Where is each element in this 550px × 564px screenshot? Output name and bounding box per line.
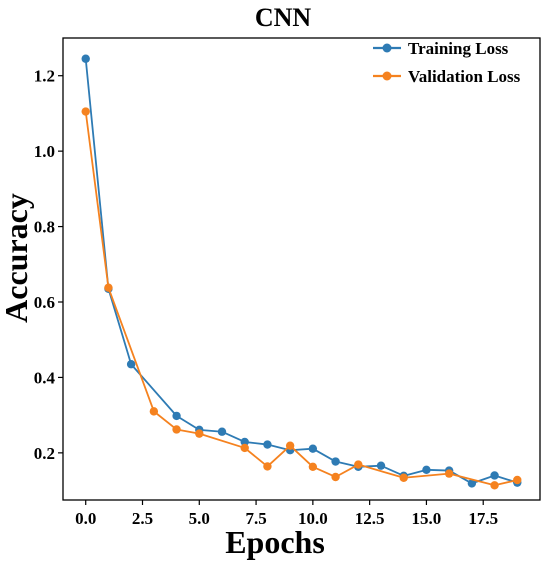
data-point-validation-loss: [331, 472, 340, 482]
series-line-validation-loss: [84, 111, 518, 487]
y-tick-label: 0.8: [34, 218, 55, 237]
data-point-validation-loss: [240, 443, 249, 453]
legend-label: Validation Loss: [408, 67, 521, 86]
legend-item-training-loss: Training Loss: [373, 39, 509, 58]
data-point-training-loss: [240, 437, 249, 447]
data-point-training-loss: [81, 54, 90, 63]
y-axis-label: Accuracy: [0, 193, 34, 323]
data-point-training-loss: [490, 471, 499, 480]
x-tick-label: 12.5: [355, 509, 385, 528]
x-tick-label: 7.5: [245, 509, 266, 528]
legend: Training Loss Validation Loss: [373, 39, 521, 86]
x-tick-label: 5.0: [189, 509, 210, 528]
series-line-training-loss: [84, 58, 518, 485]
data-point-validation-loss: [444, 469, 454, 478]
x-tick-label: 2.5: [132, 509, 153, 528]
data-point-training-loss: [172, 411, 181, 421]
data-point-validation-loss: [308, 462, 318, 472]
data-point-training-loss: [376, 461, 386, 470]
plot-frame: [62, 37, 541, 501]
data-point-training-loss: [263, 440, 272, 449]
legend-marker: [382, 43, 392, 53]
y-tick-label: 1.2: [34, 67, 55, 86]
data-point-training-loss: [422, 465, 431, 475]
data-point-validation-loss: [490, 481, 499, 490]
y-axis: 0.2 0.4 0.6 0.8 1.0 1.2: [34, 67, 63, 463]
legend-marker: [382, 71, 392, 81]
data-point-validation-loss: [399, 473, 408, 482]
data-point-validation-loss: [263, 462, 272, 471]
data-point-validation-loss: [81, 107, 90, 116]
data-point-validation-loss: [172, 425, 181, 434]
chart-title: CNN: [255, 3, 312, 32]
data-point-training-loss: [217, 427, 227, 436]
data-point-training-loss: [331, 457, 340, 466]
x-tick-label: 10.0: [298, 509, 328, 528]
x-tick-label: 15.0: [412, 509, 442, 528]
data-point-validation-loss: [195, 429, 204, 438]
data-point-validation-loss: [149, 407, 159, 416]
y-tick-label: 0.6: [34, 293, 55, 312]
y-tick-label: 0.2: [34, 444, 55, 463]
x-axis-label: Epochs: [225, 524, 325, 560]
data-point-training-loss: [126, 360, 136, 369]
x-axis: 0.0 2.5 5.0 7.5 10.0 12.5 15.0 17.5: [75, 500, 498, 528]
series-validation-loss: [81, 107, 522, 490]
series-layer: [81, 54, 522, 490]
x-tick-label: 0.0: [75, 509, 96, 528]
data-point-training-loss: [467, 479, 477, 488]
data-point-validation-loss: [104, 283, 113, 292]
x-tick-label: 17.5: [468, 509, 498, 528]
legend-label: Training Loss: [408, 39, 509, 58]
series-training-loss: [81, 54, 522, 488]
data-point-validation-loss: [354, 460, 363, 469]
legend-item-validation-loss: Validation Loss: [373, 67, 521, 86]
data-point-validation-loss: [513, 475, 522, 485]
y-tick-label: 0.4: [34, 368, 56, 387]
data-point-validation-loss: [285, 441, 295, 450]
data-point-training-loss: [308, 444, 318, 453]
y-tick-label: 1.0: [34, 142, 55, 161]
